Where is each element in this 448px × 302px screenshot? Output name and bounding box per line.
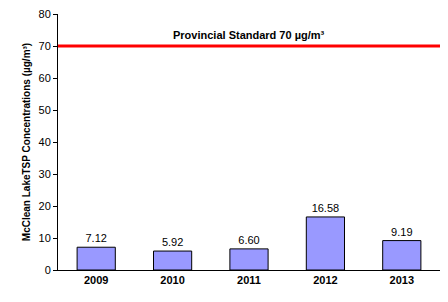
svg-text:80: 80 [39,8,51,20]
svg-text:7.12: 7.12 [85,232,106,244]
svg-text:2013: 2013 [390,274,414,286]
svg-text:McClean LakeTSP Concentrations: McClean LakeTSP Concentrations (µg/m³) [21,43,32,241]
svg-text:6.60: 6.60 [238,234,259,246]
svg-text:2012: 2012 [313,274,337,286]
svg-text:20: 20 [39,200,51,212]
svg-text:50: 50 [39,104,51,116]
svg-text:0: 0 [45,264,51,276]
svg-text:2011: 2011 [237,274,261,286]
svg-text:60: 60 [39,72,51,84]
svg-text:2010: 2010 [160,274,184,286]
svg-text:16.58: 16.58 [312,202,340,214]
svg-text:9.19: 9.19 [391,226,412,238]
svg-text:70: 70 [39,40,51,52]
svg-text:40: 40 [39,136,51,148]
svg-text:Provincial Standard 70 µg/m³: Provincial Standard 70 µg/m³ [173,29,325,41]
svg-text:10: 10 [39,232,51,244]
svg-text:2009: 2009 [84,274,108,286]
svg-text:30: 30 [39,168,51,180]
svg-text:5.92: 5.92 [162,236,183,248]
